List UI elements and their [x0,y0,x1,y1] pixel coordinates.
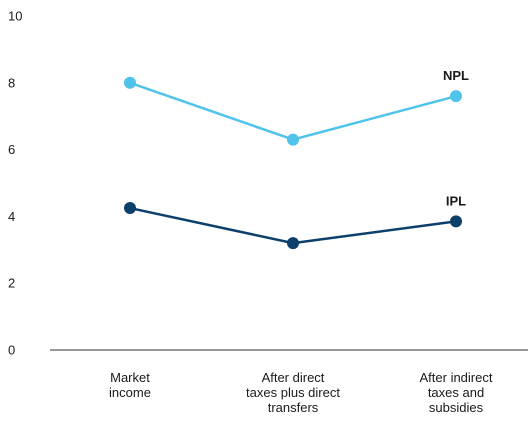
y-tick-label: 6 [8,142,15,157]
y-tick-label: 2 [8,276,15,291]
x-category-label-line: taxes plus direct [246,385,340,400]
x-category-label-line: subsidies [429,400,484,415]
x-category-label-line: After indirect [420,370,493,385]
data-point-ipl [287,237,299,250]
y-tick-label: 10 [8,9,22,24]
data-point-ipl [450,215,462,228]
data-point-npl [124,76,136,89]
data-point-npl [287,133,299,146]
x-category-label-line: taxes and [428,385,484,400]
series-line-npl [129,81,457,141]
x-category-label-line: After direct [262,370,325,385]
series-label-npl: NPL [443,68,469,83]
y-tick-label: 0 [8,343,15,358]
y-tick-label: 8 [8,75,15,90]
data-point-ipl [124,202,136,215]
data-point-npl [450,90,462,103]
x-category-label: Market income [109,370,151,400]
y-tick-label: 4 [8,209,15,224]
x-category-label-line: Market [110,370,150,385]
x-category-label: After indirect taxes and subsidies [420,370,493,415]
x-category-label: After direct taxes plus direct transfers [246,370,340,415]
x-category-label-line: income [109,385,151,400]
x-category-label-line: transfers [268,400,319,415]
series-label-ipl: IPL [446,193,466,208]
